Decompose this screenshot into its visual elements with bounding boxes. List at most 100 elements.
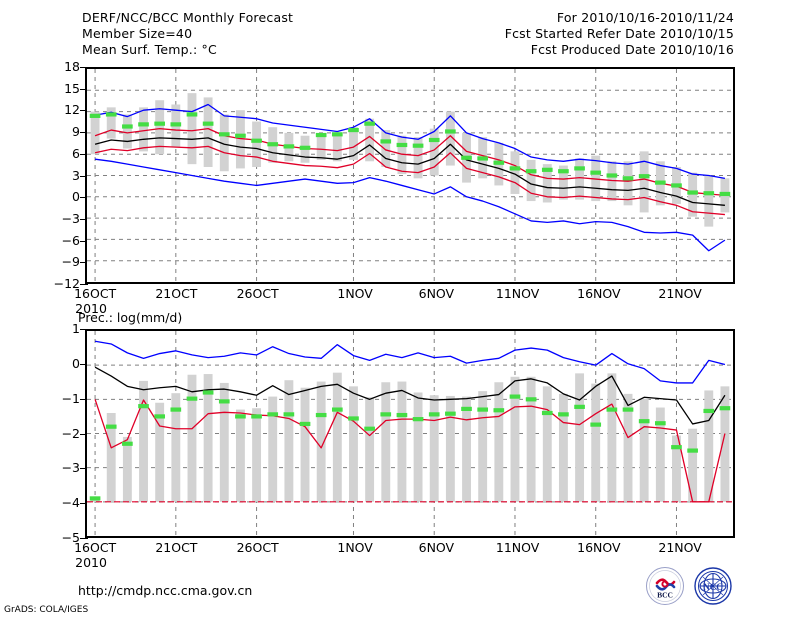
range-bar xyxy=(688,428,698,502)
observed-marker xyxy=(348,416,359,421)
range-bar xyxy=(397,381,407,502)
observed-marker xyxy=(170,122,182,127)
range-bar xyxy=(445,395,455,502)
temperature-chart xyxy=(85,67,735,284)
observed-marker xyxy=(315,132,327,138)
range-bar xyxy=(526,159,536,202)
range-bar xyxy=(235,409,245,502)
precipitation-axis-title: Prec.: log(mm/d) xyxy=(78,310,183,325)
range-bar xyxy=(672,435,681,502)
range-bar xyxy=(349,386,358,502)
temperature-plot-area xyxy=(87,69,733,282)
range-bar-group xyxy=(90,372,730,502)
range-bar xyxy=(252,408,262,502)
observed-marker xyxy=(105,112,117,117)
range-bar xyxy=(510,376,520,502)
range-bar xyxy=(122,114,132,149)
observed-marker xyxy=(541,167,553,172)
ncc-logo: NCC xyxy=(693,566,733,606)
series-line xyxy=(94,137,725,206)
observed-marker xyxy=(138,122,149,127)
y-axis-tick xyxy=(80,363,88,365)
x-axis-tick-label: 26OCT xyxy=(236,540,279,555)
observed-marker xyxy=(348,127,359,133)
observed-marker xyxy=(687,190,698,195)
observed-marker xyxy=(138,404,149,409)
observed-marker xyxy=(590,422,602,427)
observed-marker xyxy=(218,132,230,137)
observed-marker xyxy=(412,143,424,148)
grads-credit: GrADS: COLA/IGES xyxy=(4,605,89,615)
observed-marker xyxy=(186,396,198,401)
x-axis-tick-label: 1NOV xyxy=(337,540,373,555)
observed-marker xyxy=(202,121,214,126)
observed-marker xyxy=(170,407,182,412)
observed-marker xyxy=(445,129,456,134)
observed-marker xyxy=(622,407,634,412)
y-axis-tick-label: −2 xyxy=(61,425,80,441)
gridlines xyxy=(87,331,733,536)
x-axis-tick-label: 11NOV xyxy=(495,540,540,555)
observed-marker xyxy=(105,424,117,429)
series-line xyxy=(94,340,726,384)
observed-marker xyxy=(541,410,553,416)
observed-marker xyxy=(89,113,101,118)
observed-marker xyxy=(461,155,472,160)
range-bar xyxy=(575,373,585,502)
observed-marker xyxy=(412,417,424,422)
y-axis-tick-label: 3 xyxy=(72,167,80,183)
y-axis-tick-label: −12 xyxy=(53,275,80,291)
series-line xyxy=(94,399,726,503)
y-axis-tick-label: −4 xyxy=(61,494,80,510)
series-line xyxy=(94,366,726,425)
range-bar xyxy=(139,380,148,502)
svg-text:NCC: NCC xyxy=(703,582,723,592)
observed-marker xyxy=(638,174,650,179)
observed-marker-group xyxy=(89,112,731,197)
y-axis-tick-label: 0 xyxy=(72,355,80,371)
y-axis-tick xyxy=(80,110,88,112)
observed-marker xyxy=(186,112,198,117)
observed-marker xyxy=(267,412,279,417)
observed-marker xyxy=(493,408,505,413)
temperature-y-axis: 18 15 12 9 6 3 0 −3 −6 −9 −12 xyxy=(28,60,88,289)
y-axis-tick xyxy=(80,197,88,199)
observed-marker xyxy=(364,121,375,126)
range-bar xyxy=(445,111,455,166)
range-bar xyxy=(462,396,471,502)
x-axis-tick-label: 21NOV xyxy=(658,540,702,555)
range-bar xyxy=(478,391,488,502)
x-axis-year-label: 2010 xyxy=(75,555,107,570)
forecast-period-label: For 2010/10/16-2010/11/24 xyxy=(556,10,734,25)
source-url[interactable]: http://cmdp.ncc.cma.gov.cn xyxy=(78,583,253,598)
x-axis-year-label: 2010 xyxy=(75,301,107,316)
logo-group: BCC NCC xyxy=(645,566,737,606)
produced-date-label: Fcst Produced Date 2010/10/16 xyxy=(530,42,734,57)
observed-marker xyxy=(509,394,521,399)
observed-marker xyxy=(235,133,246,138)
range-bar xyxy=(171,393,181,502)
observed-marker xyxy=(283,144,295,149)
observed-marker xyxy=(558,412,569,417)
observed-marker xyxy=(719,191,731,197)
y-axis-tick xyxy=(80,503,88,505)
range-bar xyxy=(688,172,698,217)
y-axis-tick-label: −1 xyxy=(61,390,80,406)
range-bar xyxy=(219,114,229,172)
observed-marker xyxy=(380,139,392,144)
range-bar xyxy=(510,151,520,194)
observed-marker xyxy=(590,170,602,175)
range-bar xyxy=(219,382,229,502)
y-axis-tick-label: 0 xyxy=(72,188,80,204)
range-bar xyxy=(558,165,568,200)
observed-marker xyxy=(299,145,311,150)
y-axis-tick xyxy=(80,67,88,68)
x-axis-tick-label: 21NOV xyxy=(658,286,702,301)
observed-marker xyxy=(671,183,682,188)
range-bar xyxy=(639,151,649,213)
y-axis-tick xyxy=(80,132,88,134)
range-bar xyxy=(575,158,585,200)
observed-marker xyxy=(122,441,133,446)
series-line xyxy=(94,103,726,179)
